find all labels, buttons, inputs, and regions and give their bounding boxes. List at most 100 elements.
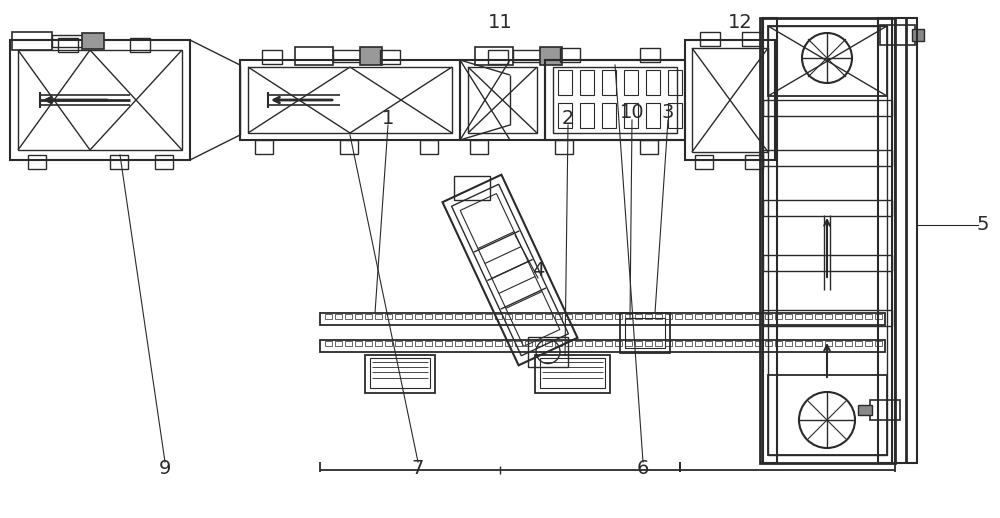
Bar bbox=[555, 341, 562, 346]
Bar bbox=[435, 341, 442, 346]
Text: 11: 11 bbox=[488, 12, 512, 32]
Bar bbox=[375, 314, 382, 319]
Bar bbox=[325, 314, 332, 319]
Bar bbox=[395, 341, 402, 346]
Bar bbox=[345, 314, 352, 319]
Bar bbox=[685, 341, 692, 346]
Bar bbox=[575, 341, 582, 346]
Bar bbox=[715, 314, 722, 319]
Bar bbox=[52, 35, 82, 47]
Bar bbox=[880, 25, 915, 45]
Bar bbox=[595, 314, 602, 319]
Bar bbox=[420, 140, 438, 154]
Bar bbox=[28, 155, 46, 169]
Bar bbox=[895, 18, 917, 463]
Bar bbox=[365, 314, 372, 319]
Bar bbox=[675, 341, 682, 346]
Bar bbox=[12, 32, 52, 50]
Bar bbox=[695, 155, 713, 169]
Bar bbox=[495, 341, 502, 346]
Bar bbox=[525, 341, 532, 346]
Bar bbox=[585, 341, 592, 346]
Bar bbox=[385, 314, 392, 319]
Bar bbox=[635, 314, 642, 319]
Text: 7: 7 bbox=[412, 458, 424, 478]
Bar bbox=[545, 314, 552, 319]
Bar bbox=[535, 355, 610, 393]
Bar bbox=[505, 341, 512, 346]
Bar bbox=[565, 341, 572, 346]
Bar bbox=[513, 50, 541, 62]
Bar bbox=[575, 314, 582, 319]
Bar bbox=[785, 314, 792, 319]
Bar bbox=[785, 341, 792, 346]
Bar bbox=[340, 140, 358, 154]
Bar bbox=[795, 314, 802, 319]
Bar bbox=[775, 341, 782, 346]
Bar bbox=[795, 341, 802, 346]
Bar bbox=[455, 341, 462, 346]
Bar bbox=[745, 314, 752, 319]
Bar bbox=[685, 314, 692, 319]
Bar bbox=[725, 341, 732, 346]
Bar bbox=[640, 140, 658, 154]
Bar bbox=[605, 341, 612, 346]
Bar bbox=[655, 341, 662, 346]
Bar bbox=[535, 341, 542, 346]
Bar bbox=[755, 314, 762, 319]
Bar bbox=[735, 314, 742, 319]
Bar bbox=[646, 70, 660, 95]
Bar bbox=[468, 67, 537, 133]
Bar bbox=[545, 60, 685, 140]
Bar bbox=[355, 314, 362, 319]
Bar bbox=[775, 314, 782, 319]
Text: 9: 9 bbox=[159, 458, 171, 478]
Bar bbox=[768, 26, 887, 455]
Bar bbox=[485, 341, 492, 346]
Bar bbox=[668, 103, 682, 128]
Bar bbox=[624, 103, 638, 128]
Bar bbox=[405, 314, 412, 319]
Bar bbox=[565, 314, 572, 319]
Bar bbox=[825, 341, 832, 346]
Bar bbox=[692, 48, 768, 152]
Bar bbox=[620, 313, 670, 353]
Bar bbox=[755, 341, 762, 346]
Bar bbox=[460, 60, 545, 140]
Bar bbox=[763, 100, 892, 116]
Bar bbox=[415, 341, 422, 346]
Bar bbox=[825, 314, 832, 319]
Bar bbox=[745, 155, 763, 169]
Bar bbox=[555, 140, 573, 154]
Bar bbox=[645, 314, 652, 319]
Bar bbox=[855, 341, 862, 346]
Bar bbox=[240, 60, 460, 140]
Bar bbox=[595, 341, 602, 346]
Bar bbox=[640, 48, 660, 62]
Bar bbox=[585, 314, 592, 319]
Bar bbox=[845, 314, 852, 319]
Bar bbox=[602, 70, 616, 95]
Bar bbox=[646, 103, 660, 128]
Bar bbox=[695, 341, 702, 346]
Bar bbox=[395, 314, 402, 319]
Bar bbox=[602, 103, 616, 128]
Bar bbox=[768, 26, 887, 96]
Bar bbox=[635, 341, 642, 346]
Bar bbox=[445, 341, 452, 346]
Bar bbox=[765, 314, 772, 319]
Bar bbox=[865, 341, 872, 346]
Bar bbox=[665, 314, 672, 319]
Bar bbox=[525, 314, 532, 319]
Text: 4: 4 bbox=[532, 261, 544, 280]
Bar bbox=[485, 314, 492, 319]
Bar bbox=[805, 341, 812, 346]
Bar bbox=[815, 341, 822, 346]
Bar bbox=[475, 341, 482, 346]
Bar bbox=[405, 341, 412, 346]
Bar bbox=[370, 358, 430, 388]
Bar bbox=[325, 341, 332, 346]
Bar bbox=[768, 375, 887, 455]
Bar bbox=[875, 341, 882, 346]
Bar bbox=[835, 341, 842, 346]
